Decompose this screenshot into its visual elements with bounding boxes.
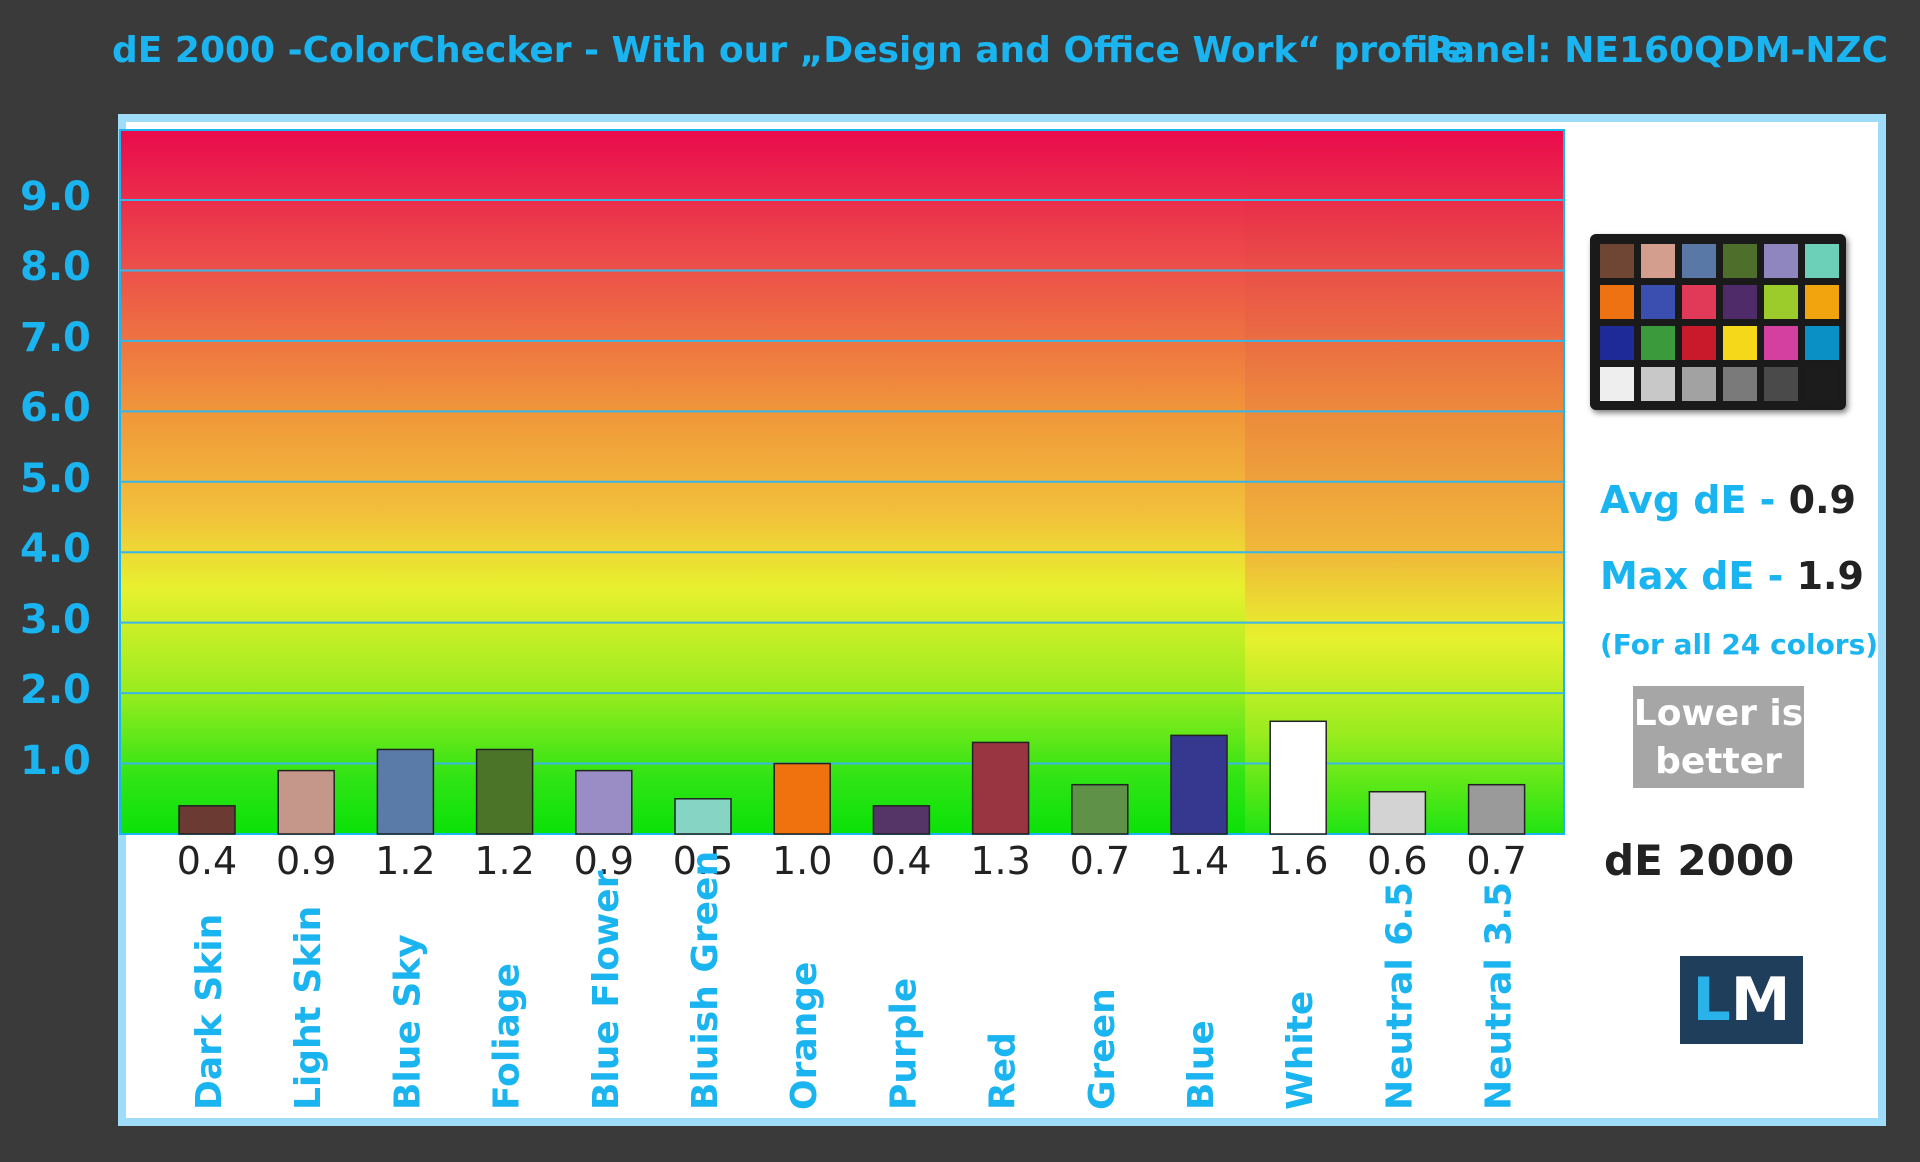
panel-label: Panel: NE160QDM-NZC (1425, 30, 1888, 71)
value-label: 0.7 (1466, 839, 1526, 883)
checker-patch (1641, 367, 1675, 401)
checker-patch (1600, 326, 1634, 360)
value-labels: 0.4 0.9 1.2 1.2 0.9 0.5 1.0 0.4 1.3 0.7 1.4 1.6 0.6 0… (177, 839, 1527, 883)
checker-patch (1764, 326, 1798, 360)
checker-patch (1764, 285, 1798, 319)
checker-patch (1764, 244, 1798, 278)
avg-de-label: Avg dE - (1600, 478, 1776, 522)
category-label: Red (983, 1032, 1024, 1110)
lower-badge-line1: Lower is (1633, 693, 1804, 734)
avg-de-value: 0.9 (1788, 478, 1856, 522)
value-label: 0.9 (276, 839, 336, 883)
category-label: Foliage (487, 963, 528, 1110)
checker-patch (1641, 244, 1675, 278)
checker-patch (1805, 326, 1839, 360)
y-tick-label: 3.0 (20, 596, 91, 643)
value-label: 0.4 (871, 839, 931, 883)
checker-patch (1682, 244, 1716, 278)
category-label: Blue Sky (387, 934, 428, 1110)
value-label: 0.7 (1070, 839, 1130, 883)
bar-blue-sky (376, 748, 435, 835)
value-label: 1.4 (1169, 839, 1229, 883)
value-label: 0.5 (673, 839, 733, 883)
checker-patch (1600, 244, 1634, 278)
category-label: White (1280, 991, 1321, 1110)
y-tick-label: 1.0 (20, 737, 91, 784)
checker-patch (1723, 285, 1757, 319)
checker-patch (1805, 244, 1839, 278)
lower-is-better-badge: Lower is better (1633, 686, 1804, 788)
checker-patch (1682, 367, 1716, 401)
bar-light-skin (277, 769, 335, 835)
y-tick-label: 7.0 (20, 314, 91, 361)
checker-patch (1600, 285, 1634, 319)
y-tick-label: 5.0 (20, 455, 91, 502)
bar-blue (1170, 734, 1228, 835)
checker-patch (1805, 285, 1839, 319)
header-title: dE 2000 -ColorChecker - With our „Design… (112, 30, 1466, 71)
category-label: Purple (883, 978, 924, 1110)
category-labels: Dark Skin Light Skin Blue Sky Foliage Blue F… (189, 851, 1520, 1110)
bar-white (1269, 720, 1327, 835)
checker-patch (1600, 367, 1634, 401)
bar-blue-flower (575, 769, 633, 835)
y-tick-label: 2.0 (20, 667, 91, 714)
y-tick-label: 4.0 (20, 526, 91, 573)
bar-bluish-green (674, 798, 732, 835)
value-label: 1.3 (970, 839, 1030, 883)
logo-letter-l: L (1692, 965, 1731, 1035)
bar-red (971, 741, 1030, 835)
category-label: Blue Flower (586, 870, 627, 1110)
y-tick-label: 9.0 (20, 174, 91, 220)
category-label: Light Skin (288, 906, 329, 1110)
checker-patch (1682, 326, 1716, 360)
category-label: Blue (1181, 1020, 1222, 1110)
bar-neutral-6.5 (1368, 790, 1427, 835)
checker-patch (1682, 285, 1716, 319)
max-de-line: Max dE - 1.9 (1600, 554, 1864, 598)
checker-patch (1641, 326, 1675, 360)
avg-de-line: Avg dE - 0.9 (1600, 478, 1856, 522)
value-label: 1.6 (1268, 839, 1328, 883)
grid-lines (120, 199, 1564, 765)
value-label: 1.0 (772, 839, 832, 883)
category-label: Dark Skin (189, 914, 230, 1110)
bars (178, 720, 1526, 835)
category-label: Green (1082, 988, 1123, 1110)
bar-foliage (475, 748, 534, 835)
checker-patch (1723, 244, 1757, 278)
lower-badge-line2: better (1655, 741, 1782, 782)
lm-logo: LM (1680, 956, 1803, 1044)
category-label: Neutral 6.5 (1379, 882, 1420, 1110)
value-label: 0.4 (177, 839, 237, 883)
max-de-value: 1.9 (1796, 554, 1864, 598)
colorchecker-image (1590, 234, 1846, 410)
checker-patch (1723, 326, 1757, 360)
bar-green (1071, 783, 1129, 835)
all-colors-note: (For all 24 colors) (1600, 628, 1879, 661)
checker-patch (1805, 367, 1839, 401)
bar-dark-skin (178, 805, 236, 835)
category-label: Orange (784, 962, 825, 1110)
bar-orange (773, 762, 831, 835)
bar-purple (872, 805, 931, 835)
category-label: Neutral 3.5 (1479, 882, 1520, 1110)
value-label: 0.6 (1367, 839, 1427, 883)
checker-patch (1641, 285, 1675, 319)
bar-neutral-3.5 (1467, 783, 1526, 835)
y-tick-label: 6.0 (20, 385, 91, 432)
checker-patch (1764, 367, 1798, 401)
value-label: 0.9 (574, 839, 634, 883)
category-label: Bluish Green (685, 851, 726, 1110)
logo-letter-m: M (1730, 965, 1791, 1035)
value-label: 1.2 (375, 839, 435, 883)
max-de-label: Max dE - (1600, 554, 1784, 598)
checker-patch (1723, 367, 1757, 401)
metric-name: dE 2000 (1604, 836, 1795, 885)
value-label: 1.2 (474, 839, 534, 883)
y-tick-label: 8.0 (20, 244, 91, 291)
